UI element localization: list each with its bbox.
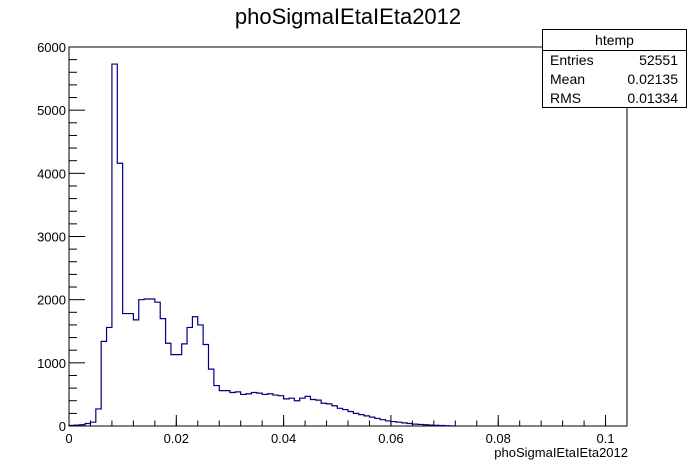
- y-tick-label: 4000: [37, 166, 66, 181]
- stats-rms-label: RMS: [550, 90, 582, 106]
- y-tick-label: 5000: [37, 103, 66, 118]
- y-tick-label: 6000: [37, 40, 66, 55]
- y-tick-label: 2000: [37, 293, 66, 308]
- stats-row-rms: RMS 0.01334: [543, 89, 686, 108]
- stats-box: htemp Entries 52551 Mean 0.02135 RMS 0.0…: [542, 29, 687, 108]
- y-tick-label: 3000: [37, 230, 66, 245]
- stats-mean-label: Mean: [550, 71, 586, 87]
- y-tick-label: 0: [59, 419, 66, 434]
- stats-rms-value: 0.01334: [627, 90, 678, 106]
- x-axis-label: phoSigmaIEtaIEta2012: [494, 445, 628, 460]
- y-tick-label: 1000: [37, 356, 66, 371]
- stats-mean-value: 0.02135: [627, 71, 678, 87]
- histogram-series-line: [68, 63, 456, 427]
- x-tick-label: 0.02: [164, 431, 189, 446]
- stats-row-mean: Mean 0.02135: [543, 70, 686, 89]
- x-tick-label: 0.08: [486, 431, 511, 446]
- x-tick-label: 0.04: [271, 431, 296, 446]
- x-tick-label: 0.1: [596, 431, 614, 446]
- x-tick-label: 0: [65, 431, 72, 446]
- stats-row-entries: Entries 52551: [543, 51, 686, 70]
- stats-entries-value: 52551: [639, 52, 678, 68]
- stats-entries-label: Entries: [550, 52, 594, 68]
- x-tick-label: 0.06: [378, 431, 403, 446]
- stats-title: htemp: [543, 30, 686, 51]
- chart-title: phoSigmaIEtaIEta2012: [234, 4, 462, 29]
